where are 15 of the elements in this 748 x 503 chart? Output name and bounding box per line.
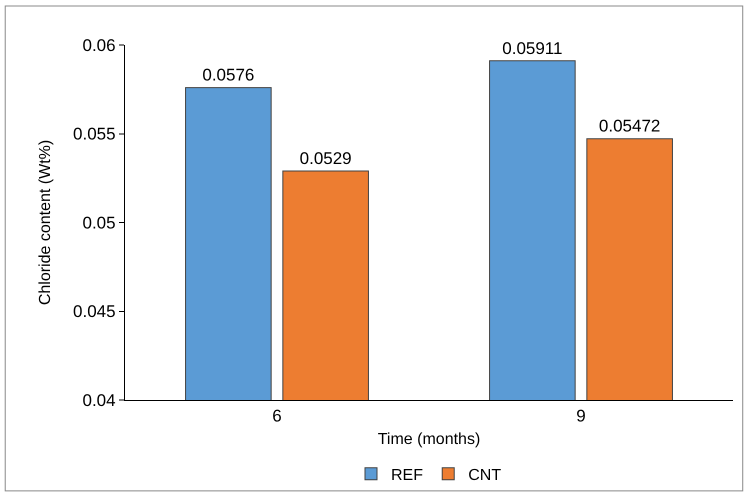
data-label: 0.0529 [300,149,352,168]
data-label: 0.05911 [502,38,562,58]
x-tick-label: 6 [272,406,282,426]
y-tick-label: 0.05 [82,213,116,232]
data-label: 0.05472 [598,116,660,136]
y-tick-label: 0.055 [73,124,116,144]
y-axis-title: Chloride content (Wt%) [36,140,54,306]
x-tick-label: 9 [576,406,586,426]
x-axis-title: Time (months) [378,431,480,448]
legend-label: REF [391,466,424,484]
legend-label: CNT [468,466,502,484]
data-label: 0.0576 [202,66,254,85]
y-tick-label: 0.045 [73,302,116,322]
y-tick-label: 0.06 [82,36,116,55]
y-tick-label: 0.04 [82,390,116,410]
